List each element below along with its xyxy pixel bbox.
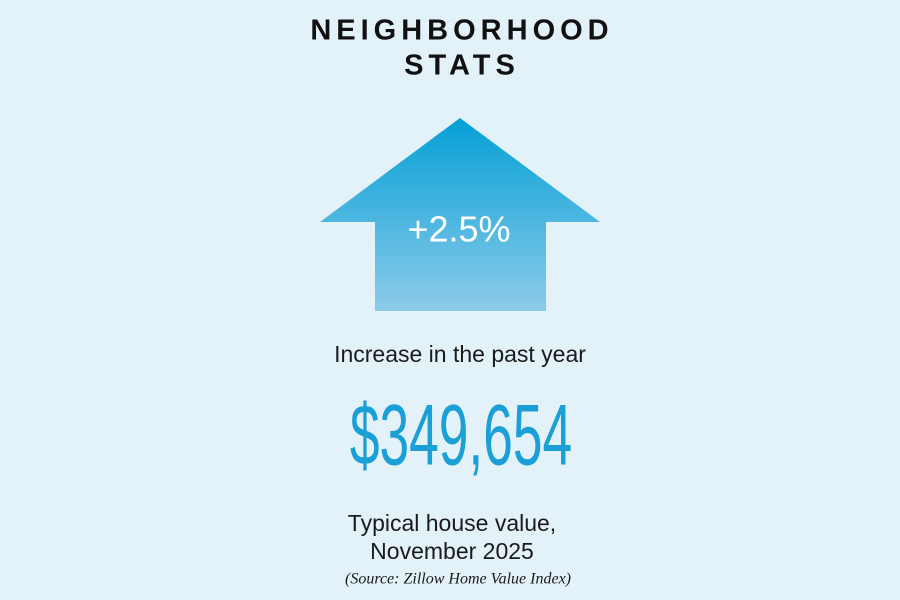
change-caption: Increase in the past year (334, 341, 586, 367)
title-line: NEIGHBORHOOD (310, 15, 613, 47)
up-arrow (320, 118, 600, 311)
value-caption: November 2025 (370, 538, 534, 564)
value-caption: Typical house value, (348, 510, 556, 536)
arrow-label: +2.5% (407, 209, 510, 250)
source: (Source: Zillow Home Value Index) (345, 571, 571, 588)
title-line: STATS (404, 50, 520, 82)
house-value: $349,654 (350, 388, 572, 484)
